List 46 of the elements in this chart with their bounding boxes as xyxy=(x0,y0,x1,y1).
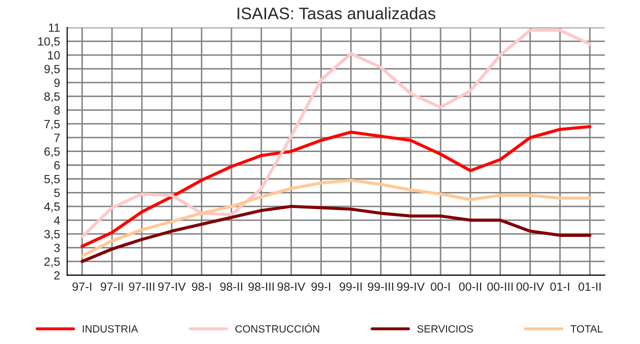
x-tick-label: 97-IV xyxy=(158,282,186,291)
x-tick-label: 01-II xyxy=(578,282,601,291)
line-series xyxy=(80,125,592,248)
x-tick-label: 99-II xyxy=(340,282,362,291)
x-tick-label: 98-III xyxy=(248,282,274,291)
x-tick-label: 98-II xyxy=(220,282,242,291)
y-tick-label: 9 xyxy=(54,78,60,87)
y-tick-label: 10 xyxy=(48,51,60,60)
legend-label: CONSTRUCCIÓN xyxy=(235,323,320,333)
x-tick-label: 99-III xyxy=(368,282,394,291)
y-tick-label: 2,5 xyxy=(44,257,60,268)
x-tick-label: 98-I xyxy=(192,282,211,291)
x-tick-label: 98-IV xyxy=(278,282,306,291)
x-tick-label: 99-I xyxy=(311,282,330,291)
x-tick-label: 01-I xyxy=(550,282,570,291)
x-tick-label: 00-IV xyxy=(516,282,544,291)
y-tick-label: 7,5 xyxy=(44,120,60,130)
y-tick-label: 11 xyxy=(48,24,60,32)
y-tick-label: 3,5 xyxy=(44,230,60,240)
y-tick-label: 8,5 xyxy=(44,92,60,102)
x-tick-label: 00-III xyxy=(487,282,513,291)
x-tick-label: 97-II xyxy=(100,282,123,291)
y-tick-label: 4,5 xyxy=(44,202,60,212)
x-tick-label: 99-IV xyxy=(397,282,425,291)
y-tick-label: 6,5 xyxy=(44,147,60,158)
x-tick-label: 97-I xyxy=(72,282,92,291)
legend-label: TOTAL xyxy=(570,325,603,333)
y-tick-label: 7 xyxy=(54,134,60,142)
line-series xyxy=(80,28,592,238)
x-tick-label: 00-I xyxy=(430,282,450,291)
y-tick-label: 9,5 xyxy=(44,64,60,75)
x-tick-label: 00-II xyxy=(459,282,482,291)
y-tick-label: 10,5 xyxy=(38,37,60,48)
y-tick-label: 4 xyxy=(54,216,60,224)
legend-label: SERVICIOS xyxy=(417,325,473,333)
chart-title: ISAIAS: Tasas anualizadas xyxy=(238,7,436,20)
x-tick-label: 97-III xyxy=(128,282,154,291)
y-tick-label: 8 xyxy=(54,106,60,114)
y-tick-label: 3 xyxy=(54,244,60,252)
y-tick-label: 5 xyxy=(54,188,60,198)
y-tick-label: 5,5 xyxy=(44,175,60,185)
y-tick-label: 2 xyxy=(54,271,60,280)
line-series xyxy=(80,178,592,258)
line-series xyxy=(80,204,592,263)
y-tick-label: 6 xyxy=(54,161,60,170)
legend-label: INDUSTRIA xyxy=(82,325,138,333)
